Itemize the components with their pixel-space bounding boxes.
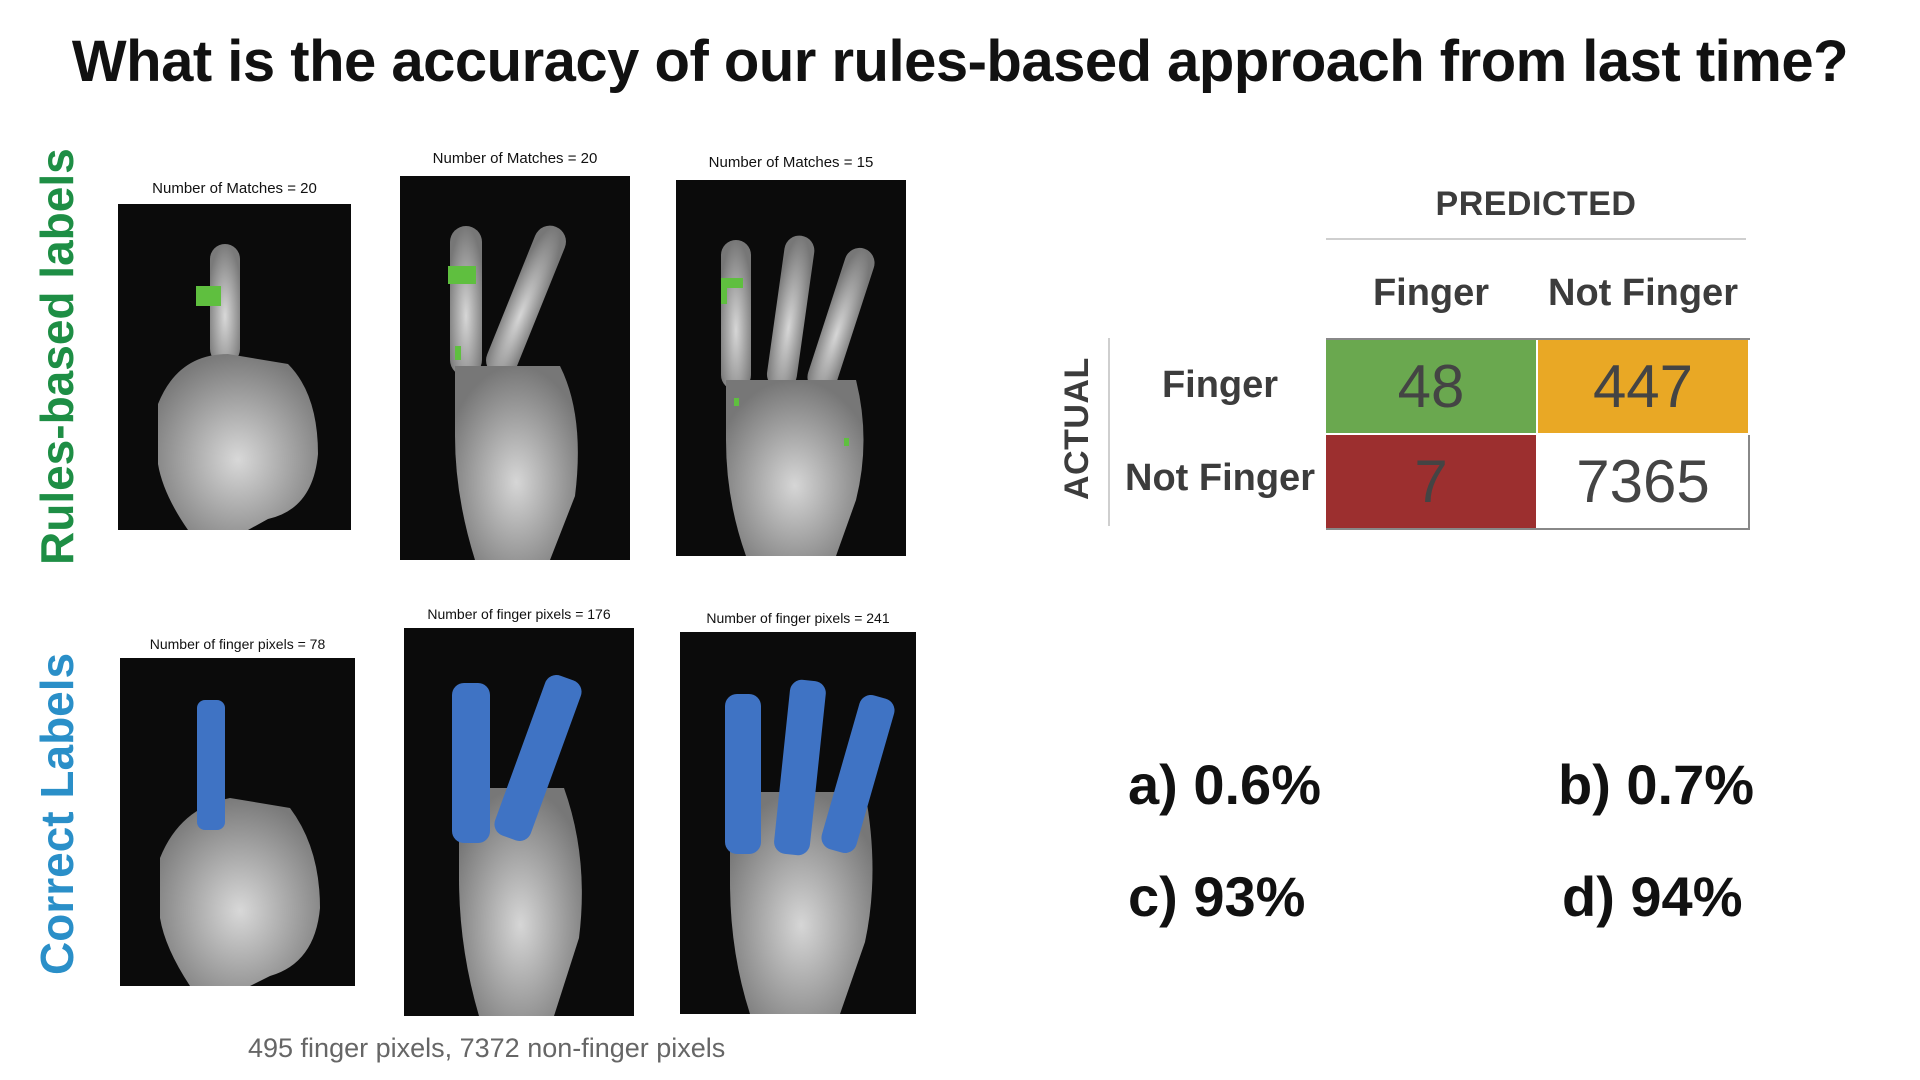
cell-false-negative: 447 — [1538, 340, 1748, 433]
panel-caption: Number of finger pixels = 241 — [706, 610, 890, 626]
hand-image-three-fingers-labeled — [680, 632, 916, 1014]
col-header-finger: Finger — [1372, 272, 1490, 314]
panel-caption: Number of finger pixels = 176 — [427, 606, 611, 622]
col-header-not-finger: Not Finger — [1548, 272, 1738, 314]
hand-image-two-fingers — [400, 176, 630, 560]
panel-caption: Number of finger pixels = 78 — [149, 636, 326, 652]
correct-labels-heading: Correct Labels — [31, 652, 83, 975]
answer-c[interactable]: c) 93% — [1128, 865, 1306, 928]
title-prefix: What is the — [71, 29, 392, 94]
predicted-header: PREDICTED — [1435, 185, 1637, 223]
answer-b[interactable]: b) 0.7% — [1558, 753, 1755, 816]
cell-true-positive: 48 — [1326, 340, 1536, 433]
answer-a[interactable]: a) 0.6% — [1128, 753, 1321, 816]
hand-image-two-fingers-labeled — [404, 628, 634, 1016]
cell-true-negative: 7365 — [1538, 435, 1750, 528]
pixel-count-note: 495 finger pixels, 7372 non-finger pixel… — [248, 1033, 726, 1063]
row-header-finger: Finger — [1161, 364, 1279, 406]
panel-caption: Number of Matches = 20 — [152, 180, 317, 197]
hand-image-one-finger — [118, 204, 351, 530]
hand-image-three-fingers — [676, 180, 906, 556]
hand-image-one-finger-labeled — [120, 658, 355, 986]
predicted-rule — [1326, 238, 1746, 240]
correct-panel-three-fingers: Number of finger pixels = 241 — [680, 610, 916, 1014]
answer-d[interactable]: d) 94% — [1562, 865, 1743, 928]
correct-panel-one-finger: Number of finger pixels = 78 — [120, 636, 355, 986]
correct-panel-two-fingers: Number of finger pixels = 176 — [404, 606, 634, 1016]
panel-caption: Number of Matches = 15 — [708, 154, 874, 171]
panel-caption: Number of Matches = 20 — [432, 150, 598, 167]
row-header-not-finger: Not Finger — [1125, 457, 1315, 499]
title-emphasis: accuracy — [391, 29, 639, 94]
rules-panel-one-finger: Number of Matches = 20 — [118, 180, 351, 530]
cell-false-positive: 7 — [1326, 435, 1536, 528]
rules-based-labels-heading: Rules-based labels — [31, 148, 83, 565]
actual-rule — [1108, 338, 1110, 526]
match-marker — [196, 286, 221, 306]
rules-panel-three-fingers: Number of Matches = 15 — [676, 154, 906, 556]
rules-panel-two-fingers: Number of Matches = 20 — [400, 150, 630, 560]
page-title: What is the accuracy of our rules-based … — [0, 28, 1920, 95]
title-suffix: of our rules-based approach from last ti… — [638, 29, 1849, 94]
actual-header: ACTUAL — [1058, 357, 1096, 500]
confusion-matrix: 48 447 7 7365 — [1326, 338, 1750, 530]
